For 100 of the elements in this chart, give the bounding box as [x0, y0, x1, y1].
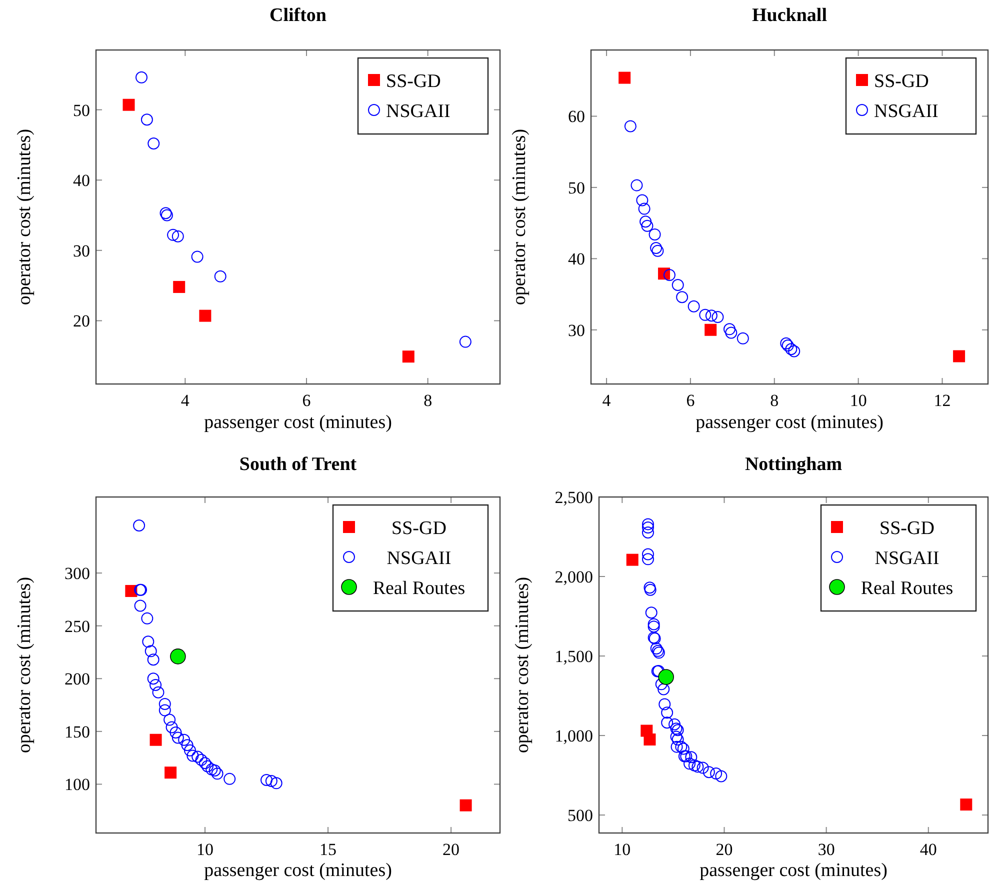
point — [164, 766, 177, 779]
point — [459, 336, 472, 348]
y-tick-label: 50 — [568, 178, 585, 198]
point — [164, 714, 176, 726]
point — [152, 686, 164, 698]
point — [184, 744, 196, 756]
point — [186, 750, 199, 762]
point — [676, 291, 688, 304]
point — [788, 345, 800, 358]
point — [699, 308, 712, 321]
y-axis-title: operator cost (minutes) — [509, 128, 530, 306]
point — [712, 311, 724, 324]
point — [663, 269, 676, 282]
point — [661, 716, 674, 729]
point — [688, 300, 700, 312]
point — [158, 704, 171, 716]
point — [167, 228, 180, 241]
point — [144, 645, 157, 658]
point — [736, 332, 749, 344]
y-tick-label: 200 — [64, 670, 90, 689]
point — [642, 518, 654, 530]
legend-label: SS-GD — [392, 518, 446, 539]
y-axis-title: operator cost (minutes) — [512, 576, 533, 754]
point — [670, 740, 683, 753]
point — [648, 228, 661, 240]
point — [170, 726, 182, 738]
x-tick-label: 12 — [934, 391, 951, 410]
point — [150, 734, 162, 746]
legend-label: SS-GD — [386, 71, 441, 92]
point — [402, 350, 414, 363]
legend-label: Real Routes — [860, 578, 954, 599]
point — [172, 230, 184, 242]
point — [265, 775, 278, 788]
point — [670, 730, 682, 743]
point — [618, 72, 631, 84]
point — [685, 751, 698, 764]
point — [170, 648, 186, 664]
legend-label: Real Routes — [372, 578, 466, 599]
x-tick-label: 8 — [770, 391, 779, 410]
y-tick-label: 500 — [568, 806, 593, 826]
y-tick-label: 30 — [73, 241, 90, 260]
legend-label: NSGAII — [874, 101, 938, 122]
point — [172, 732, 184, 744]
point — [650, 242, 662, 254]
point — [134, 600, 146, 612]
point — [624, 120, 636, 132]
x-axis-title: passenger cost (minutes) — [696, 412, 884, 433]
point — [201, 760, 214, 772]
chart-title: Clifton — [270, 5, 327, 26]
y-tick-label: 1,000 — [554, 726, 593, 746]
point — [181, 739, 194, 752]
point — [661, 706, 674, 719]
point — [630, 179, 643, 192]
point — [960, 798, 972, 811]
x-tick-label: 20 — [442, 840, 460, 859]
point — [705, 310, 718, 322]
point — [147, 672, 160, 685]
point — [147, 654, 160, 666]
point — [206, 763, 218, 776]
point — [198, 757, 211, 770]
point — [715, 770, 728, 782]
y-axis-title: operator cost (minutes) — [14, 576, 35, 754]
point — [148, 138, 160, 150]
point — [270, 777, 282, 790]
point — [672, 734, 684, 746]
y-tick-label: 20 — [73, 312, 90, 331]
point — [211, 768, 224, 780]
point — [133, 520, 146, 532]
point — [641, 220, 654, 232]
point — [723, 323, 736, 336]
point — [645, 606, 658, 619]
point — [644, 734, 656, 746]
point — [214, 270, 226, 282]
point — [122, 98, 135, 111]
x-tick-label: 6 — [302, 391, 311, 410]
point — [640, 216, 652, 228]
point — [191, 250, 204, 263]
point — [260, 774, 273, 786]
point — [684, 758, 696, 770]
x-tick-label: 40 — [920, 840, 937, 859]
y-tick-label: 40 — [73, 171, 90, 190]
point — [166, 721, 178, 734]
y-tick-label: 30 — [568, 320, 585, 340]
point — [460, 799, 472, 812]
y-tick-label: 2,000 — [554, 568, 593, 587]
chart-title: Nottingham — [744, 454, 842, 475]
x-tick-label: 10 — [614, 840, 631, 859]
point — [672, 279, 684, 292]
point — [150, 678, 162, 691]
point — [178, 734, 190, 746]
chart-title: Hucknall — [752, 5, 827, 26]
point — [199, 310, 212, 322]
y-tick-label: 300 — [64, 564, 90, 584]
y-tick-label: 150 — [64, 722, 90, 742]
point — [668, 718, 681, 730]
y-tick-label: 250 — [64, 616, 90, 636]
point — [688, 759, 700, 772]
point — [953, 350, 966, 362]
point — [158, 698, 171, 710]
point — [780, 337, 792, 350]
